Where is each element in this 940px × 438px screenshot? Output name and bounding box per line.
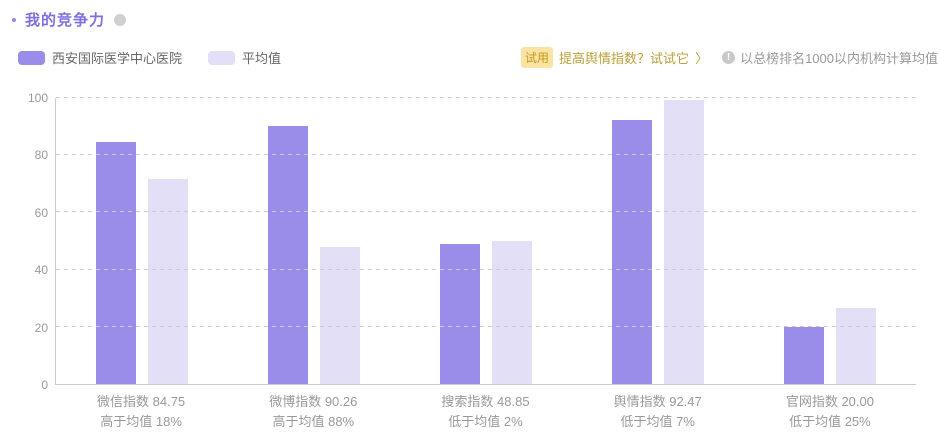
bar-chart: 0 20 40 60 80 100 微信指数 84.75 高于均值 18% 微博指数 90.2… — [0, 92, 940, 438]
x-axis-labels: 微信指数 84.75 高于均值 18% 微博指数 90.26 高于均值 88% 搜索指数… — [55, 392, 916, 432]
gridline-80 — [56, 154, 916, 156]
trial-badge: 试用 — [521, 47, 554, 68]
y-tick-label-100: 100 — [27, 91, 48, 105]
legend-swatch-hospital — [18, 50, 45, 65]
promo-link[interactable]: 试用 提高舆情指数？试试它 〉 — [521, 47, 708, 68]
bar-series0-cat2[interactable] — [440, 244, 480, 384]
legend-item-average[interactable]: 平均值 — [208, 48, 281, 67]
average-note: ! 以总榜排名1000以内机构计算均值 — [722, 48, 938, 67]
title-info-dot-icon[interactable] — [114, 13, 127, 26]
legend-label-hospital: 西安国际医学中心医院 — [52, 51, 183, 66]
legend-swatch-average — [208, 50, 236, 65]
bar-series1-cat4[interactable] — [836, 307, 876, 384]
x-label-diff: 低于均值 7% — [620, 414, 695, 429]
x-label-value: 官网指数 20.00 — [785, 394, 874, 409]
x-label-value: 搜索指数 48.85 — [441, 394, 530, 409]
x-label-diff: 高于均值 18% — [100, 414, 182, 429]
legend-toolbar-row: 西安国际医学中心医院 平均值 试用 提高舆情指数？试试它 〉 ! 以总榜排名10… — [18, 47, 938, 68]
panel-title: 我的竞争力 — [25, 12, 106, 29]
bar-group-2 — [400, 98, 572, 384]
x-label-value: 微博指数 90.26 — [269, 394, 358, 409]
x-label-cat4: 官网指数 20.00 低于均值 25% — [744, 392, 916, 432]
bar-series1-cat2[interactable] — [492, 241, 532, 384]
bar-series1-cat1[interactable] — [320, 246, 360, 384]
bar-group-4 — [744, 98, 916, 384]
bar-series1-cat3[interactable] — [664, 99, 704, 384]
plot-area — [55, 97, 916, 385]
bar-series0-cat4[interactable] — [784, 326, 824, 384]
legend-label-average: 平均值 — [242, 51, 282, 66]
x-label-cat1: 微博指数 90.26 高于均值 88% — [227, 392, 399, 432]
x-label-diff: 高于均值 88% — [272, 414, 355, 429]
info-icon: ! — [722, 51, 736, 64]
gridline-100 — [56, 97, 916, 98]
gridline-20 — [56, 325, 916, 327]
gridline-40 — [56, 268, 916, 270]
x-label-diff: 低于均值 25% — [789, 414, 871, 429]
y-axis: 0 20 40 60 80 100 — [0, 92, 48, 391]
bar-series0-cat0[interactable] — [96, 141, 136, 384]
bar-group-0 — [56, 98, 228, 384]
y-tick-label-20: 20 — [34, 320, 48, 335]
y-tick-label-80: 80 — [34, 148, 48, 163]
promo-text: 提高舆情指数？试试它 — [559, 51, 690, 66]
chevron-right-icon: 〉 — [695, 51, 709, 66]
x-label-cat2: 搜索指数 48.85 低于均值 2% — [399, 392, 571, 432]
average-note-text: 以总榜排名1000以内机构计算均值 — [740, 51, 938, 66]
x-label-cat3: 舆情指数 92.47 低于均值 7% — [572, 392, 744, 432]
bar-series0-cat1[interactable] — [268, 125, 308, 384]
bar-series1-cat0[interactable] — [148, 178, 188, 384]
panel-header: 我的竞争力 — [12, 9, 127, 30]
y-tick-label-0: 0 — [41, 378, 48, 392]
x-label-value: 舆情指数 92.47 — [613, 394, 702, 409]
bar-series0-cat3[interactable] — [612, 119, 652, 384]
legend: 西安国际医学中心医院 平均值 — [18, 48, 281, 67]
gridline-60 — [56, 211, 916, 213]
bar-group-1 — [228, 98, 400, 384]
y-tick-label-40: 40 — [34, 263, 48, 278]
x-label-cat0: 微信指数 84.75 高于均值 18% — [55, 392, 227, 432]
bar-group-3 — [572, 98, 744, 384]
x-label-value: 微信指数 84.75 — [97, 394, 186, 409]
x-label-diff: 低于均值 2% — [448, 414, 523, 429]
legend-item-hospital[interactable]: 西安国际医学中心医院 — [18, 48, 182, 67]
title-bullet-icon — [12, 17, 16, 22]
y-tick-label-60: 60 — [34, 205, 48, 220]
